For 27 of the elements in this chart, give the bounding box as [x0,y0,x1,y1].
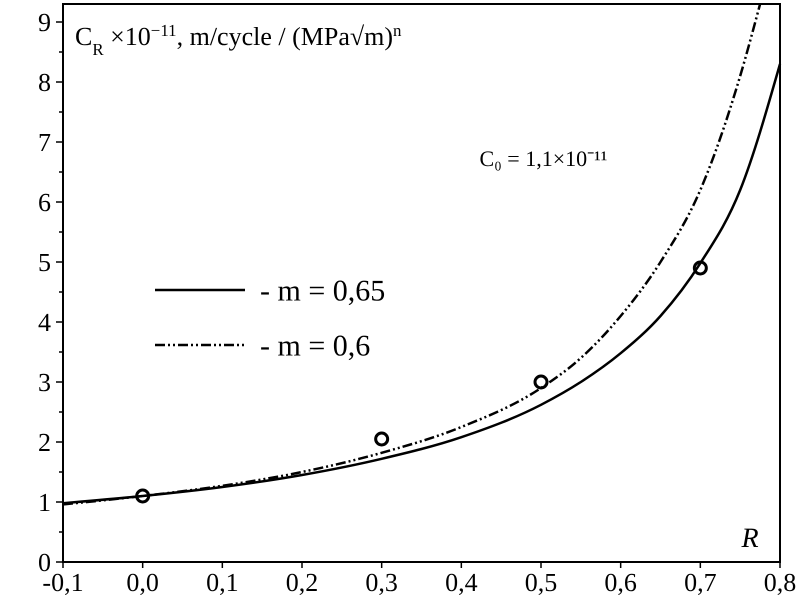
point [534,374,548,390]
x-tick-label: 0,1 [206,568,239,597]
y-tick-label: 5 [38,248,51,278]
x-tick-label: 0,6 [604,568,637,597]
y-tick-label: 3 [38,368,51,398]
x-axis-title: R [740,523,759,554]
point [374,432,390,446]
annotation: C₀ = 1,1×10⁻¹¹ [479,146,608,171]
x-tick-label: 0,5 [524,568,558,597]
point [692,260,708,276]
legend-label: - m = 0,65 [260,274,386,308]
y-tick-label: 9 [38,8,51,38]
x-tick-label: 0,7 [684,568,717,597]
y-tick-label: 1 [38,488,51,518]
x-tick-label: 0,0 [126,568,159,597]
x-tick-label: 0,4 [445,568,478,597]
y-tick-label: 2 [38,428,51,458]
point [135,488,150,504]
y-tick-label: 4 [38,308,51,338]
x-tick-label: 0,2 [286,568,318,597]
y-axis-title: C$_{R}$ ×10$^{−11}$, m/cycle / (MPa√m)$^{n}$ [75,20,402,58]
x-tick-label: 0,3 [365,568,398,597]
y-tick-label: 8 [38,68,51,98]
y-tick-label: 6 [38,188,51,218]
y-tick-label: 7 [38,128,51,158]
x-tick-label: 0,8 [764,568,796,597]
legend-label: - m = 0,6 [260,330,370,362]
